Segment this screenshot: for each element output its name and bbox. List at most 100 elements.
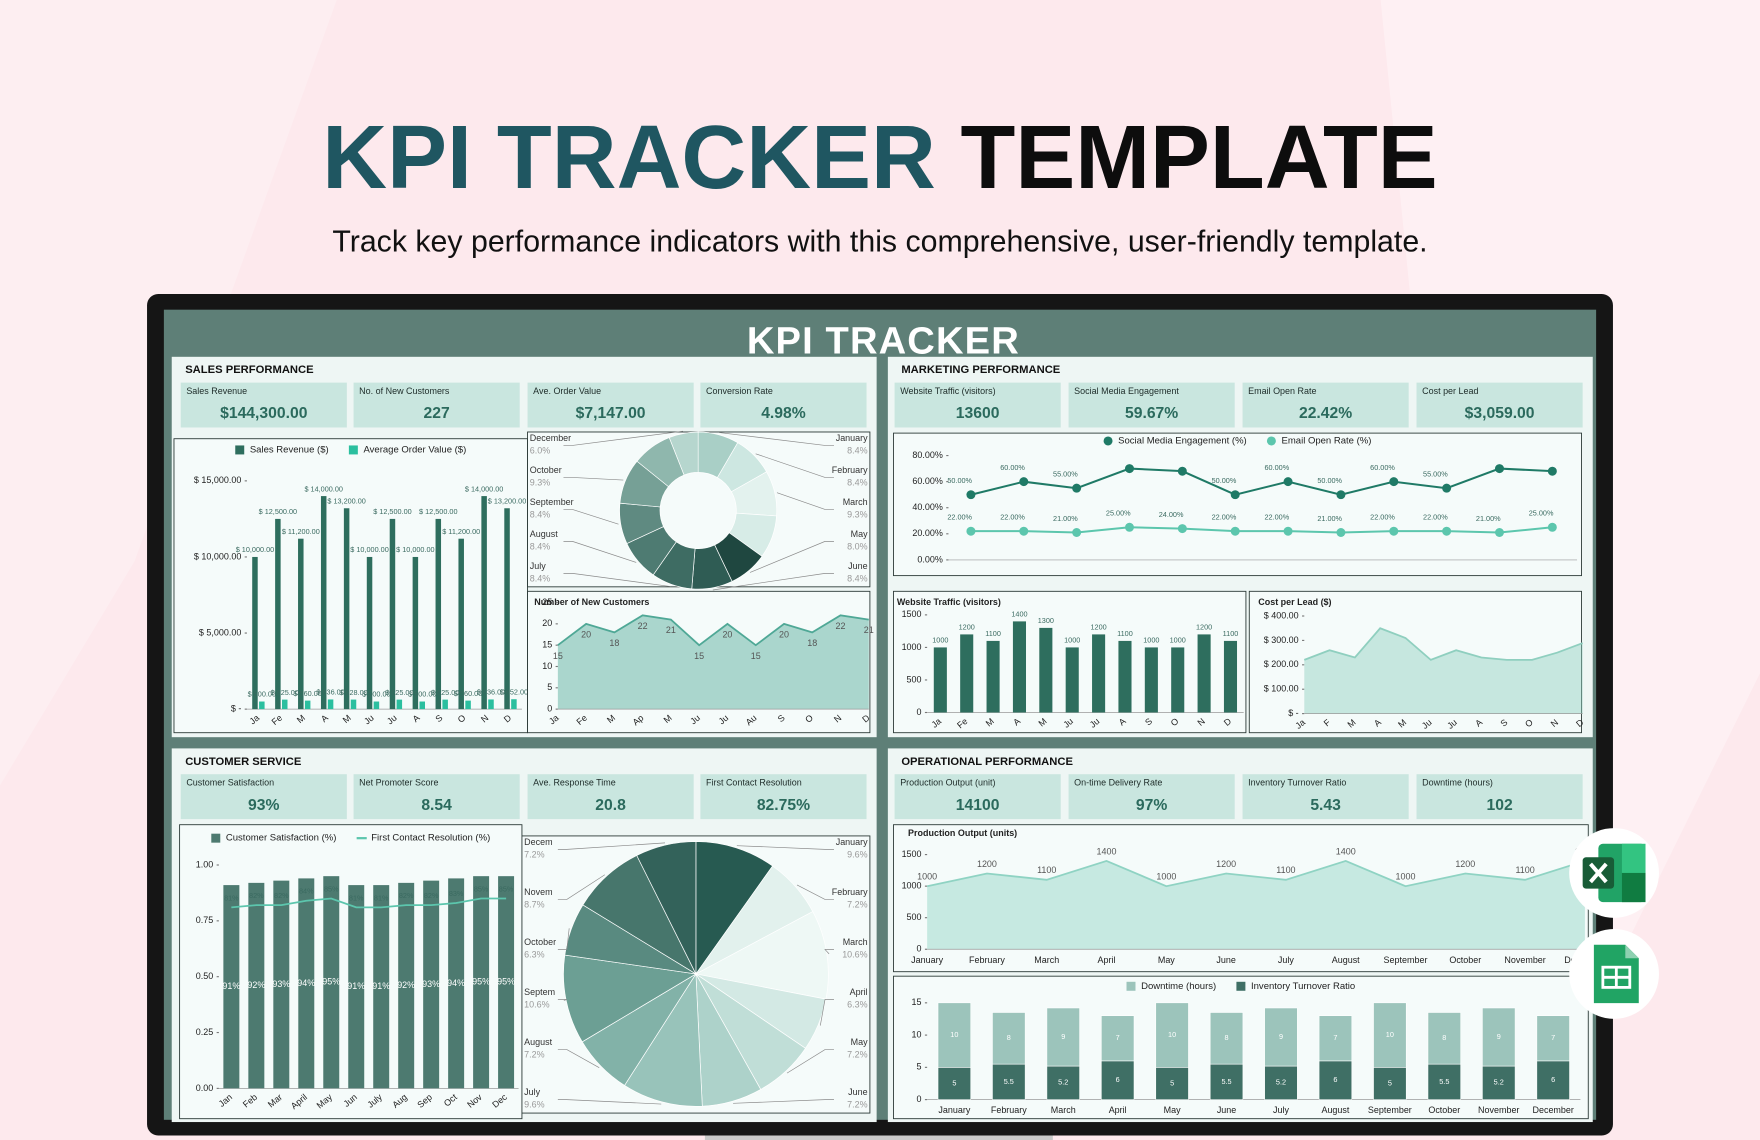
- x-tick-label: S: [434, 713, 445, 725]
- legend-label: Social Media Engagement (%): [1118, 435, 1247, 446]
- bar-segment: [1155, 1002, 1189, 1068]
- data-label: $ 13,200.00: [488, 496, 526, 505]
- data-label: $ 500.00: [362, 690, 390, 699]
- data-label: 93%: [272, 979, 290, 989]
- bar: [960, 634, 974, 713]
- kpi-card: [700, 774, 867, 820]
- bar: [223, 885, 240, 1089]
- bar: [259, 701, 265, 710]
- bar: [298, 878, 315, 1089]
- data-label: 91%: [347, 981, 365, 991]
- x-tick-label: October: [1449, 955, 1481, 965]
- section-title: MARKETING PERFORMANCE: [901, 364, 1060, 376]
- slice-value: 7.2%: [524, 849, 544, 859]
- slice-value: 7.2%: [847, 899, 867, 909]
- kpi-label: No. of New Customers: [359, 386, 450, 396]
- section-title: CUSTOMER SERVICE: [185, 756, 302, 768]
- legend-label: Customer Satisfaction (%): [226, 833, 337, 844]
- data-label: 50.00%: [1212, 476, 1237, 485]
- kpi-label: Production Output (unit): [900, 778, 995, 788]
- data-label: $ 11,200.00: [442, 527, 480, 536]
- data-label: 24.00%: [1159, 510, 1184, 519]
- data-label: 1000: [932, 636, 948, 645]
- data-label: $ 12,500.00: [419, 507, 457, 516]
- chart-frame: [893, 432, 1582, 577]
- icon-glyph: [1589, 862, 1608, 884]
- kpi-card: [894, 774, 1061, 820]
- point: [1177, 466, 1187, 476]
- bar: [473, 876, 490, 1089]
- data-label: 1100: [1515, 865, 1534, 875]
- slice-label: March: [843, 497, 868, 507]
- sheets-icon: [1569, 929, 1659, 1019]
- legend-label: Inventory Turnover Ratio: [1251, 981, 1355, 992]
- data-label: $ 560.00: [293, 689, 321, 698]
- bar: [465, 700, 471, 710]
- data-label: 6: [1116, 1075, 1120, 1084]
- y-tick-label: $ -: [231, 704, 241, 714]
- x-tick-label: A: [1117, 716, 1128, 728]
- slice-label: October: [530, 465, 562, 475]
- data-label: 55.00%: [1053, 470, 1078, 479]
- x-tick-label: October: [1428, 1105, 1460, 1115]
- x-tick-label: March: [1034, 955, 1059, 965]
- data-label: 6: [1551, 1075, 1555, 1084]
- kpi-card: [1068, 774, 1235, 820]
- leader-line: [557, 842, 666, 850]
- data-label: 92%: [247, 980, 265, 990]
- y-tick-label: 0: [917, 944, 922, 954]
- kpi-label: Ave. Order Value: [533, 386, 601, 396]
- data-label: 25.00%: [1106, 509, 1131, 518]
- legend: Social Media Engagement (%) Email Open Ra…: [1103, 435, 1371, 446]
- legend-label: Average Order Value ($): [363, 444, 466, 455]
- bar: [373, 885, 390, 1089]
- kpi-label: Net Promoter Score: [359, 778, 438, 788]
- x-tick-label: April: [1109, 1105, 1127, 1115]
- bar: [298, 538, 304, 710]
- x-tick-label: S: [1143, 716, 1154, 728]
- kpi-label: On-time Delivery Rate: [1074, 778, 1162, 788]
- data-label: 6: [1333, 1075, 1337, 1084]
- x-tick-label: May: [1164, 1105, 1181, 1115]
- kpi-label: Inventory Turnover Ratio: [1248, 778, 1346, 788]
- y-tick-label: 1500: [902, 609, 922, 619]
- data-label: 21.00%: [1053, 514, 1078, 523]
- point: [966, 490, 976, 500]
- kpi-value: 8.54: [421, 797, 452, 814]
- x-tick-label: A: [411, 713, 422, 725]
- y-tick-label: 5: [547, 682, 552, 692]
- data-label: 15: [751, 651, 761, 661]
- point: [1125, 464, 1134, 474]
- y-tick-label: 0.00: [196, 1083, 213, 1093]
- data-label: 5.2: [1494, 1078, 1504, 1087]
- x-tick-label: N: [1196, 716, 1207, 728]
- data-label: 1300: [1038, 616, 1054, 625]
- bar-segment: [1373, 1067, 1407, 1100]
- data-label: 5.2: [1058, 1078, 1068, 1087]
- leader-line: [563, 573, 671, 587]
- data-label: 1200: [1196, 623, 1212, 632]
- slice-label: January: [836, 433, 868, 443]
- bar: [419, 701, 426, 710]
- bar: [398, 882, 415, 1089]
- bar-segment: [1482, 1065, 1516, 1100]
- kpi-card: [1416, 382, 1583, 428]
- data-label: 5.5: [1004, 1077, 1014, 1086]
- data-label: 9: [1279, 1032, 1283, 1041]
- data-label: 18: [807, 638, 817, 648]
- y-tick-label: $ 10,000.00: [194, 551, 241, 561]
- icon-sheet: [1621, 843, 1646, 873]
- kpi-value: 14100: [956, 797, 1000, 814]
- kpi-value: 227: [424, 405, 450, 422]
- chart-title: Cost per Lead ($): [1258, 597, 1331, 607]
- y-tick-label: 10: [542, 661, 552, 671]
- data-label: 1000: [1156, 872, 1176, 882]
- x-tick-label: O: [803, 713, 815, 725]
- slice-label: September: [530, 497, 574, 507]
- slice-label: August: [524, 1037, 552, 1047]
- slice-value: 8.7%: [524, 899, 544, 909]
- bar: [986, 640, 1000, 713]
- slice: [668, 431, 699, 476]
- bar: [275, 518, 281, 710]
- leader-line: [557, 1099, 662, 1105]
